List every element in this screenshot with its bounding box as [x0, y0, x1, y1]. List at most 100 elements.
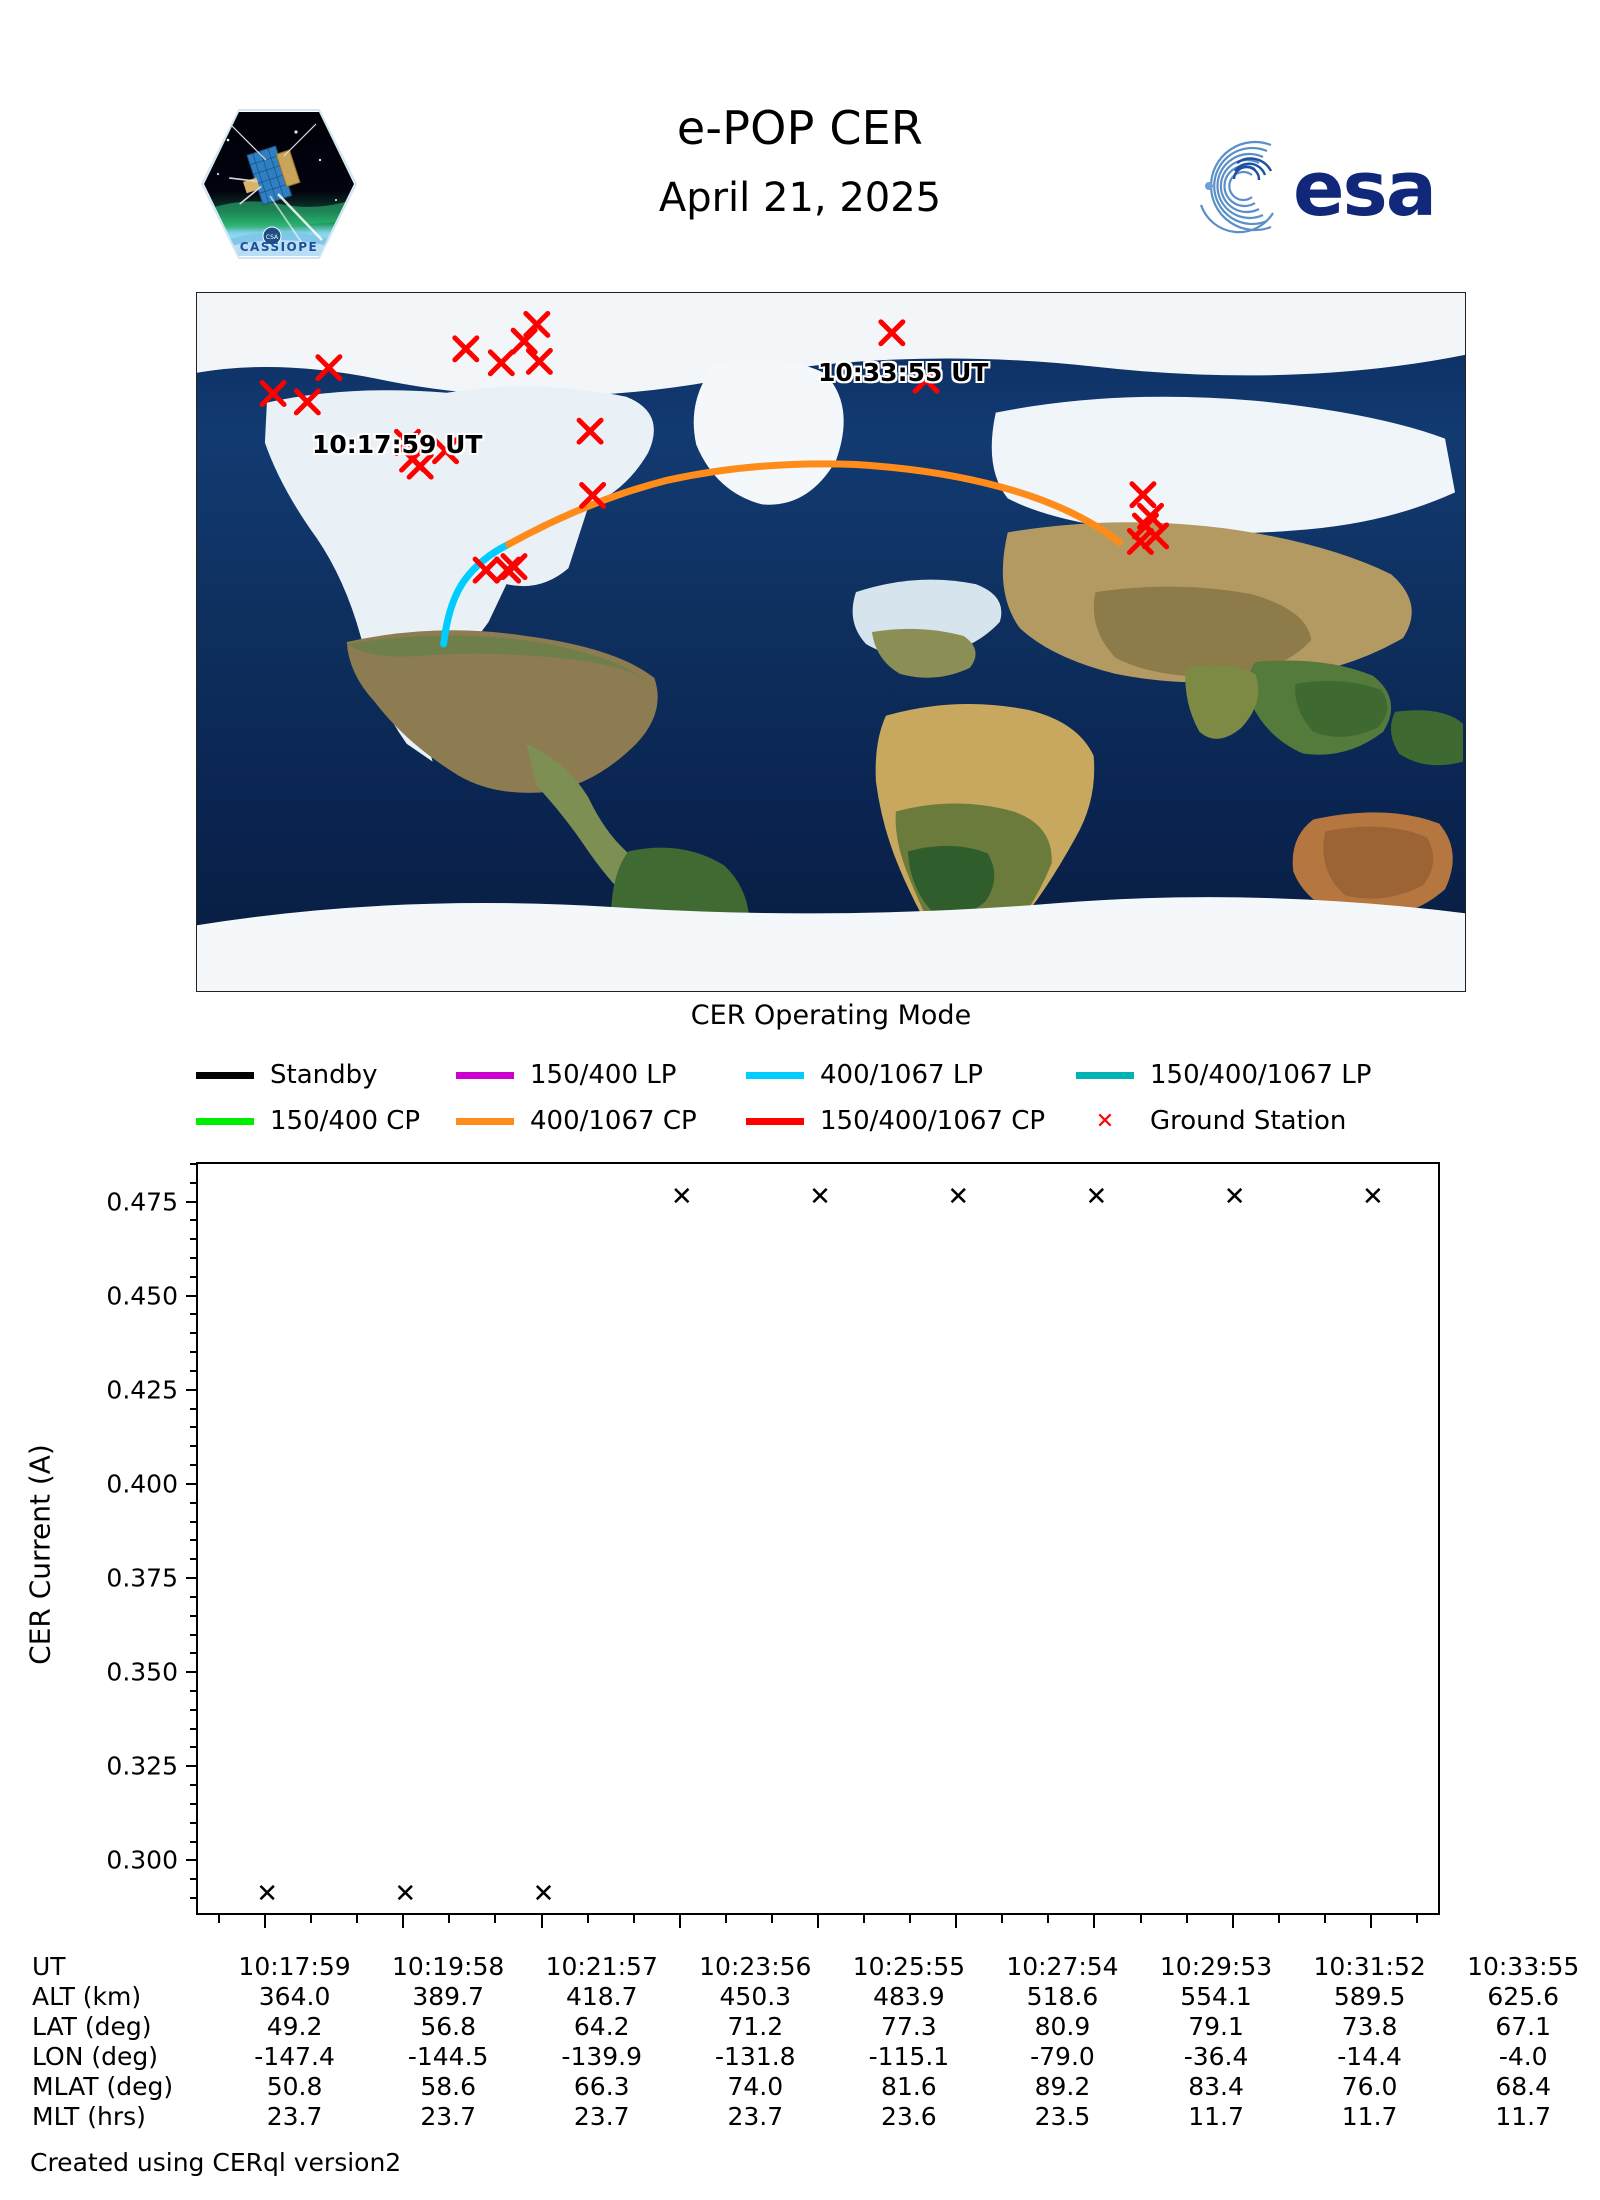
legend-item-400-1067-cp[interactable]: 400/1067 CP [456, 1106, 746, 1136]
x-axis-minor-tick [448, 1915, 451, 1923]
table-cell: 450.3 [719, 1982, 792, 2011]
y-axis-minor-tick [190, 1257, 198, 1259]
y-axis-minor-tick [190, 1633, 198, 1636]
legend-label-150-400-lp: 150/400 LP [530, 1060, 677, 1090]
antarctica [197, 897, 1465, 991]
legend-label-400-1067-cp: 400/1067 CP [530, 1106, 697, 1136]
table-cell: 81.6 [881, 2072, 937, 2101]
y-axis-minor-tick [190, 1501, 198, 1504]
y-axis-minor-tick [190, 1595, 198, 1598]
y-axis-major-tick [186, 1200, 198, 1203]
table-cell: -144.5 [407, 2042, 489, 2071]
congo-basin [907, 845, 995, 916]
legend-item-150-400-1067-lp[interactable]: 150/400/1067 LP [1076, 1060, 1371, 1090]
cer-current-plot[interactable]: ✕ ✕ ✕ ✕ ✕ ✕ ✕ ✕ ✕ [196, 1162, 1440, 1915]
ephemeris-table-block: UT 10:17:59 10:19:58 10:21:57 10:23:56 10:25:… [0, 1952, 1600, 2132]
y-axis-minor-tick [190, 1652, 198, 1655]
map-end-time-label: 10:33:55 UT [818, 358, 989, 387]
page-subtitle: April 21, 2025 [658, 175, 942, 221]
map-start-time-label: 10:17:59 UT [312, 430, 483, 459]
table-cell: 56.8 [420, 2012, 476, 2041]
y-axis-minor-tick [190, 1275, 198, 1278]
title-block: e-POP CER April 21, 2025 [400, 100, 1200, 226]
indochina [1295, 680, 1388, 737]
table-cell: 483.9 [873, 1982, 945, 2011]
table-cell: 73.8 [1341, 2012, 1398, 2041]
table-cell: 554.1 [1180, 1982, 1252, 2011]
y-axis-minor-tick [190, 1369, 198, 1372]
indonesia [1390, 710, 1464, 766]
y-axis-minor-tick [190, 1897, 198, 1900]
y-axis-tick-labels: 0.300 0.325 0.350 0.375 0.400 0.425 0.450 0.475 [0, 1162, 178, 1915]
table-cell: 364.0 [258, 1982, 331, 2011]
table-cell: 23.7 [573, 2102, 630, 2131]
x-axis-minor-tick [586, 1915, 589, 1923]
ground-station-marker [523, 310, 551, 338]
world-map-svg [197, 293, 1465, 991]
y-axis-minor-tick [190, 1614, 198, 1617]
table-cell: 10:27:54 [1006, 1952, 1119, 1981]
legend-item-150-400-lp[interactable]: 150/400 LP [456, 1060, 746, 1090]
table-cell: -36.4 [1183, 2042, 1249, 2071]
table-cell: 589.5 [1333, 1982, 1406, 2011]
y-axis-minor-tick [190, 1351, 198, 1354]
data-point-marker: ✕ [1085, 1181, 1108, 1212]
legend-label-150-400-1067-lp: 150/400/1067 LP [1150, 1060, 1372, 1090]
table-cell: 10:31:52 [1313, 1952, 1426, 1981]
x-axis-minor-tick [1277, 1915, 1280, 1923]
legend-swatch-150-400-cp [196, 1117, 254, 1125]
europe-land [871, 628, 976, 678]
north-america-land [346, 630, 658, 793]
y-axis-minor-tick [190, 1162, 198, 1165]
table-cell: 74.0 [727, 2072, 784, 2101]
ephemeris-table: UT 10:17:59 10:19:58 10:21:57 10:23:56 10:25:… [0, 1952, 1600, 2132]
legend-item-standby[interactable]: Standby [196, 1060, 456, 1090]
legend-label-400-1067-lp: 400/1067 LP [820, 1060, 983, 1090]
ground-station-marker [1142, 522, 1170, 550]
x-axis-minor-tick [1415, 1915, 1418, 1923]
table-row-header: UT [32, 1952, 66, 1981]
table-cell: 68.4 [1495, 2072, 1552, 2101]
table-cell: 10:19:58 [392, 1952, 505, 1981]
table-cell: 10:23:56 [699, 1952, 812, 1981]
y-axis-minor-tick [190, 1558, 198, 1561]
table-cell: 58.6 [420, 2072, 476, 2101]
legend: Standby 150/400 LP 400/1067 LP 150/400/1… [196, 1052, 1466, 1144]
y-axis-tick-label: 0.325 [106, 1751, 178, 1781]
ground-station-marker [259, 380, 287, 407]
data-point-marker: ✕ [256, 1879, 279, 1910]
legend-item-400-1067-lp[interactable]: 400/1067 LP [746, 1060, 1076, 1090]
x-axis-major-tick [264, 1915, 267, 1928]
table-row: LAT (deg) 49.2 56.8 64.2 71.2 77.3 80.9 79.1 73.… [0, 2012, 1600, 2042]
legend-item-150-400-cp[interactable]: 150/400 CP [196, 1106, 456, 1136]
ground-station-marker [487, 349, 515, 377]
legend-row-1: Standby 150/400 LP 400/1067 LP 150/400/1… [196, 1052, 1466, 1098]
ground-station-marker [878, 319, 906, 347]
x-axis-major-tick [540, 1915, 543, 1928]
orbit-track-400-1067-cp [505, 460, 1124, 548]
y-axis-tick-label: 0.300 [106, 1845, 178, 1875]
ground-station-marker [1126, 528, 1154, 555]
y-axis-minor-tick [190, 1464, 198, 1467]
y-axis-minor-tick [190, 1727, 198, 1730]
legend-swatch-150-400-1067-lp [1076, 1071, 1134, 1079]
y-axis-tick-label: 0.400 [106, 1469, 178, 1499]
table-cell: 418.7 [565, 1982, 638, 2011]
world-map[interactable] [196, 292, 1466, 992]
north-america-snow [264, 386, 654, 762]
legend-item-ground-station[interactable]: ✕ Ground Station [1076, 1106, 1347, 1136]
x-axis-major-tick [1369, 1915, 1372, 1928]
data-point-marker: ✕ [532, 1879, 555, 1910]
table-row-header: LAT (deg) [32, 2012, 152, 2041]
table-cell: 49.2 [266, 2012, 323, 2041]
table-cell: 389.7 [412, 1982, 484, 2011]
y-axis-minor-tick [190, 1520, 198, 1523]
table-cell: 71.2 [727, 2012, 784, 2041]
table-cell: -139.9 [561, 2042, 643, 2071]
legend-item-150-400-1067-cp[interactable]: 150/400/1067 CP [746, 1106, 1076, 1136]
y-axis-major-tick [186, 1294, 198, 1297]
north-america-veg [346, 635, 649, 682]
x-axis-minor-tick [1001, 1915, 1004, 1923]
table-cell: 67.1 [1495, 2012, 1552, 2041]
legend-row-2: 150/400 CP 400/1067 CP 150/400/1067 CP ✕… [196, 1098, 1466, 1144]
